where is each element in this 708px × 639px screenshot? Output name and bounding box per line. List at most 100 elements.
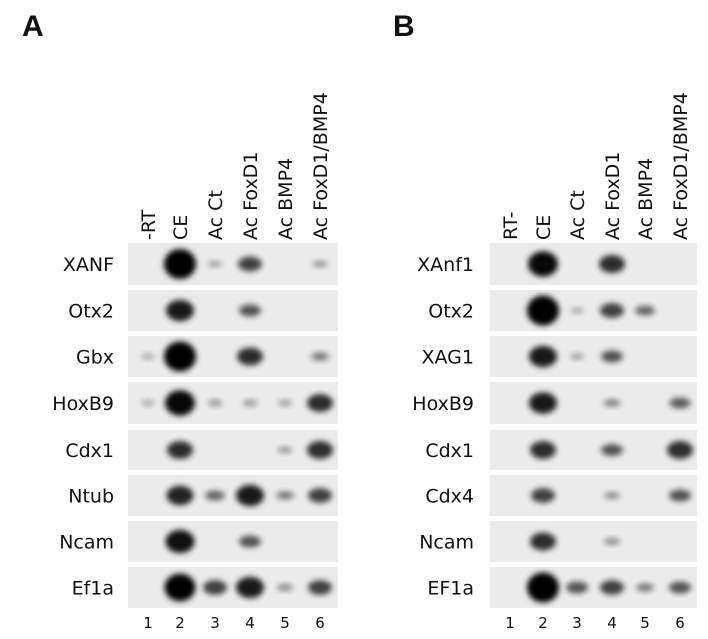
band [239,535,261,548]
band [277,446,293,454]
band [311,352,329,361]
blot-strip [490,336,697,377]
band [601,444,623,456]
band [530,532,556,551]
lane-number: 5 [280,614,290,632]
blot-strip [490,430,697,470]
band [276,491,294,500]
band [164,249,196,279]
lane-label: Ac Ct [567,190,589,240]
lane-label: Ac Ct [205,190,227,240]
gene-label: Ncam [59,532,114,554]
gene-label: Ntub [68,486,114,508]
band [566,581,588,594]
band [601,350,623,363]
panel-label: A [22,10,44,43]
blot-strip [128,567,338,608]
blot-strip [128,475,338,516]
band [164,341,196,372]
band [604,492,620,499]
band [238,256,262,272]
gene-label: HoxB9 [412,393,474,415]
blot-strip [490,475,697,516]
blot-strip [128,243,338,285]
lane-label: CE [533,215,555,240]
band [278,399,292,407]
panel-label: B [393,10,415,43]
lane-number: 1 [143,614,153,632]
band [527,295,559,326]
blot-strip [490,290,697,331]
blot-strip [490,521,697,562]
blot-strip [128,290,338,331]
lane-number: 2 [175,614,185,632]
band [205,490,225,501]
gene-label: XAnf1 [417,254,474,276]
lane-label: Ac FoxD1/BMP4 [310,92,332,240]
blot-strip [128,336,338,377]
band [141,353,155,360]
lane-number: 3 [210,614,220,632]
band [165,390,195,416]
lane-label: Ac FoxD1 [240,152,262,240]
lane-number: 1 [505,614,515,632]
band [167,441,193,459]
gene-label: Ef1a [72,578,114,600]
lane-number: 3 [572,614,582,632]
lane-number: 2 [538,614,548,632]
blot-strip [490,382,697,424]
band [600,303,624,318]
band [165,529,195,554]
lane-label: Ac FoxD1/BMP4 [670,92,692,240]
blot-strip [128,382,338,424]
band [242,399,258,407]
band [669,581,691,594]
blot-strip [128,430,338,470]
band [529,345,557,368]
gene-label: EF1a [427,578,474,600]
band [603,399,621,407]
band [635,305,655,316]
band [669,397,691,409]
band [166,485,194,506]
band [599,255,625,273]
band [239,304,261,317]
band [308,488,332,503]
band [236,576,264,599]
band [307,394,333,412]
gene-label: Otx2 [428,301,474,323]
band [570,353,584,360]
gene-label: Cdx4 [425,486,474,508]
band [528,251,558,277]
blot-strip [490,567,697,608]
band [531,488,555,503]
gene-label: Otx2 [68,301,114,323]
band [600,580,624,595]
gene-label: Ncam [419,532,474,554]
band [208,260,222,268]
lane-label: -RT [138,209,160,240]
band [166,299,194,322]
band [669,489,691,502]
lane-number: 6 [675,614,685,632]
gene-label: HoxB9 [52,393,114,415]
gene-label: Cdx1 [425,440,474,462]
blot-strip [128,521,338,562]
band [570,307,584,314]
lane-number: 5 [640,614,650,632]
band [529,392,557,414]
lane-number: 4 [607,614,617,632]
band [307,441,333,459]
lane-label: CE [170,215,192,240]
band [141,399,155,407]
lane-number: 6 [315,614,325,632]
band [636,583,654,592]
lane-label: Ac FoxD1 [602,152,624,240]
band [604,538,620,545]
band [667,441,693,459]
lane-number: 4 [245,614,255,632]
gene-label: Cdx1 [65,440,114,462]
lane-label: Ac BMP4 [635,158,657,240]
band [207,399,223,407]
